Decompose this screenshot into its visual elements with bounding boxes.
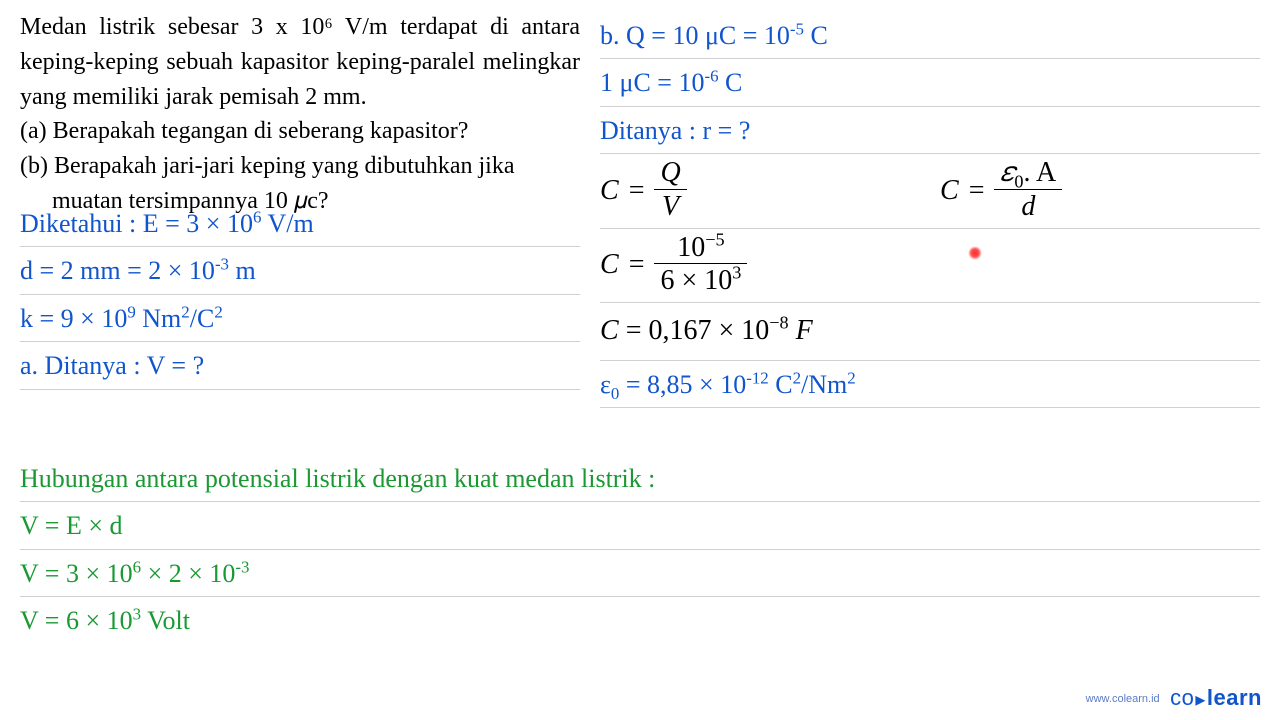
eq-V-sub: V = 3 × 106 × 2 × 10-3 bbox=[20, 550, 1260, 597]
right-column: b. Q = 10 μC = 10-5 C 1 μC = 10-6 C Dita… bbox=[600, 12, 1260, 408]
problem-p1: Medan listrik sebesar 3 x 10⁶ V/m terdap… bbox=[20, 10, 580, 114]
asked-a: a. Ditanya : V = ? bbox=[20, 342, 580, 389]
formula-row-3: C = 0,167 × 10−8 F bbox=[600, 303, 1260, 361]
part-b-Q: b. Q = 10 μC = 10-5 C bbox=[600, 12, 1260, 59]
eq-V-result: V = 6 × 103 Volt bbox=[20, 597, 1260, 643]
formula-row-2: C = 10−5 6 × 103 bbox=[600, 229, 1260, 303]
pointer-dot-icon bbox=[968, 246, 982, 260]
micro-def: 1 μC = 10-6 C bbox=[600, 59, 1260, 106]
known-E: Diketahui : E = 3 × 106 V/m bbox=[20, 200, 580, 247]
formula-row-1: C = Q V C = 𝜀0. A d bbox=[600, 154, 1260, 228]
footer-brand: co▸learn bbox=[1170, 685, 1262, 710]
relation-heading: Hubungan antara potensial listrik dengan… bbox=[20, 455, 1260, 502]
footer-url: www.colearn.id bbox=[1086, 693, 1160, 705]
known-k: k = 9 × 109 Nm2/C2 bbox=[20, 295, 580, 342]
left-column: Diketahui : E = 3 × 106 V/m d = 2 mm = 2… bbox=[20, 200, 580, 390]
eq-V-Ed: V = E × d bbox=[20, 502, 1260, 549]
problem-statement: Medan listrik sebesar 3 x 10⁶ V/m terdap… bbox=[20, 10, 580, 219]
problem-b: (b) Berapakah jari-jari keping yang dibu… bbox=[20, 149, 580, 184]
problem-a: (a) Berapakah tegangan di seberang kapas… bbox=[20, 114, 580, 149]
solution-body: Hubungan antara potensial listrik dengan… bbox=[20, 455, 1260, 644]
footer: www.colearn.id co▸learn bbox=[1086, 685, 1262, 712]
known-d: d = 2 mm = 2 × 10-3 m bbox=[20, 247, 580, 294]
asked-b: Ditanya : r = ? bbox=[600, 107, 1260, 154]
epsilon0: ε0 = 8,85 × 10-12 C2/Nm2 bbox=[600, 361, 1260, 408]
